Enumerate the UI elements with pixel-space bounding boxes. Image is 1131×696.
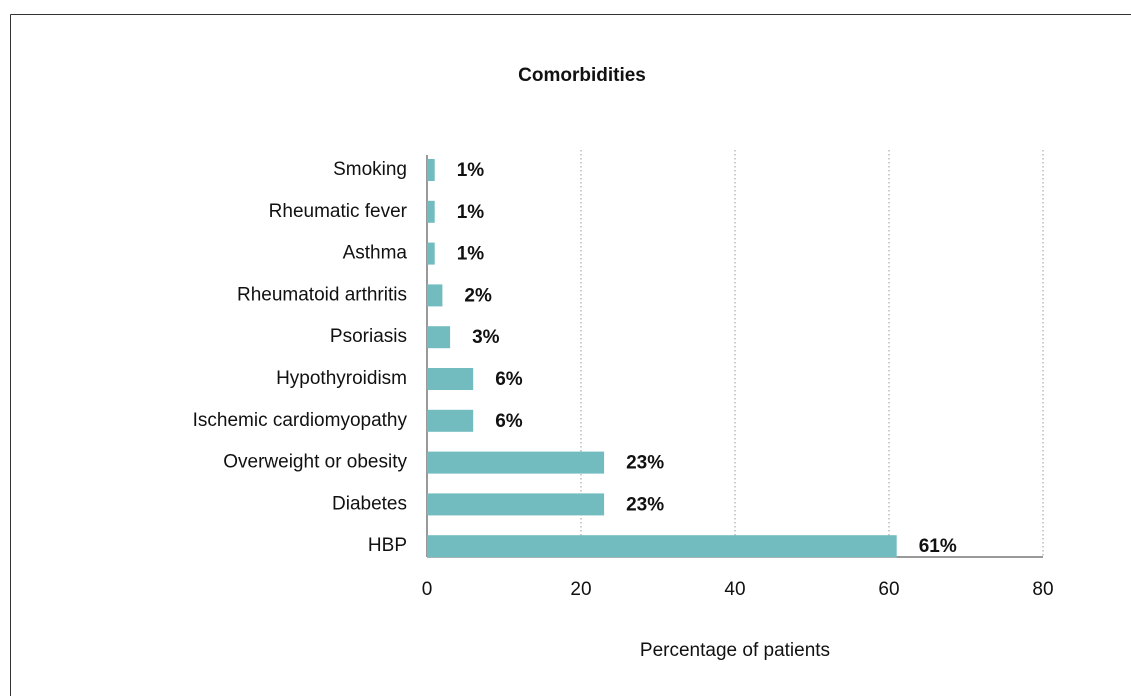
y-tick-label: Ischemic cardiomyopathy <box>193 410 408 431</box>
bar <box>427 326 451 349</box>
value-label: 1% <box>457 202 485 223</box>
bar <box>427 284 443 307</box>
y-tick-label: Smoking <box>333 159 407 180</box>
bar <box>427 159 435 181</box>
y-tick-label: HBP <box>368 535 407 556</box>
bar <box>427 535 897 558</box>
x-tick-label: 20 <box>570 579 591 600</box>
x-tick-label: 80 <box>1032 579 1053 600</box>
value-label: 23% <box>626 453 664 474</box>
x-tick-label: 60 <box>878 579 899 600</box>
value-label: 3% <box>472 327 500 348</box>
chart-title: Comorbidities <box>518 65 646 86</box>
value-label: 23% <box>626 494 664 515</box>
x-axis-label: Percentage of patients <box>640 640 830 661</box>
y-tick-label: Asthma <box>343 243 408 264</box>
bar <box>427 200 435 223</box>
bar <box>427 368 474 390</box>
bar <box>427 451 605 474</box>
value-label: 6% <box>495 369 523 390</box>
value-label: 61% <box>919 536 957 557</box>
bar <box>427 409 474 432</box>
value-label: 1% <box>457 160 485 181</box>
value-label: 2% <box>464 285 492 306</box>
x-tick-label: 0 <box>422 579 433 600</box>
value-label: 1% <box>457 244 485 265</box>
y-tick-label: Hypothyroidism <box>276 368 407 389</box>
y-tick-label: Psoriasis <box>330 326 407 347</box>
bar <box>427 242 435 265</box>
y-tick-label: Diabetes <box>332 493 407 514</box>
y-tick-label: Rheumatoid arthritis <box>237 284 407 305</box>
y-tick-label: Overweight or obesity <box>223 452 407 473</box>
bar <box>427 493 605 516</box>
y-tick-label: Rheumatic fever <box>269 201 408 222</box>
value-label: 6% <box>495 411 523 432</box>
x-tick-label: 40 <box>724 579 745 600</box>
